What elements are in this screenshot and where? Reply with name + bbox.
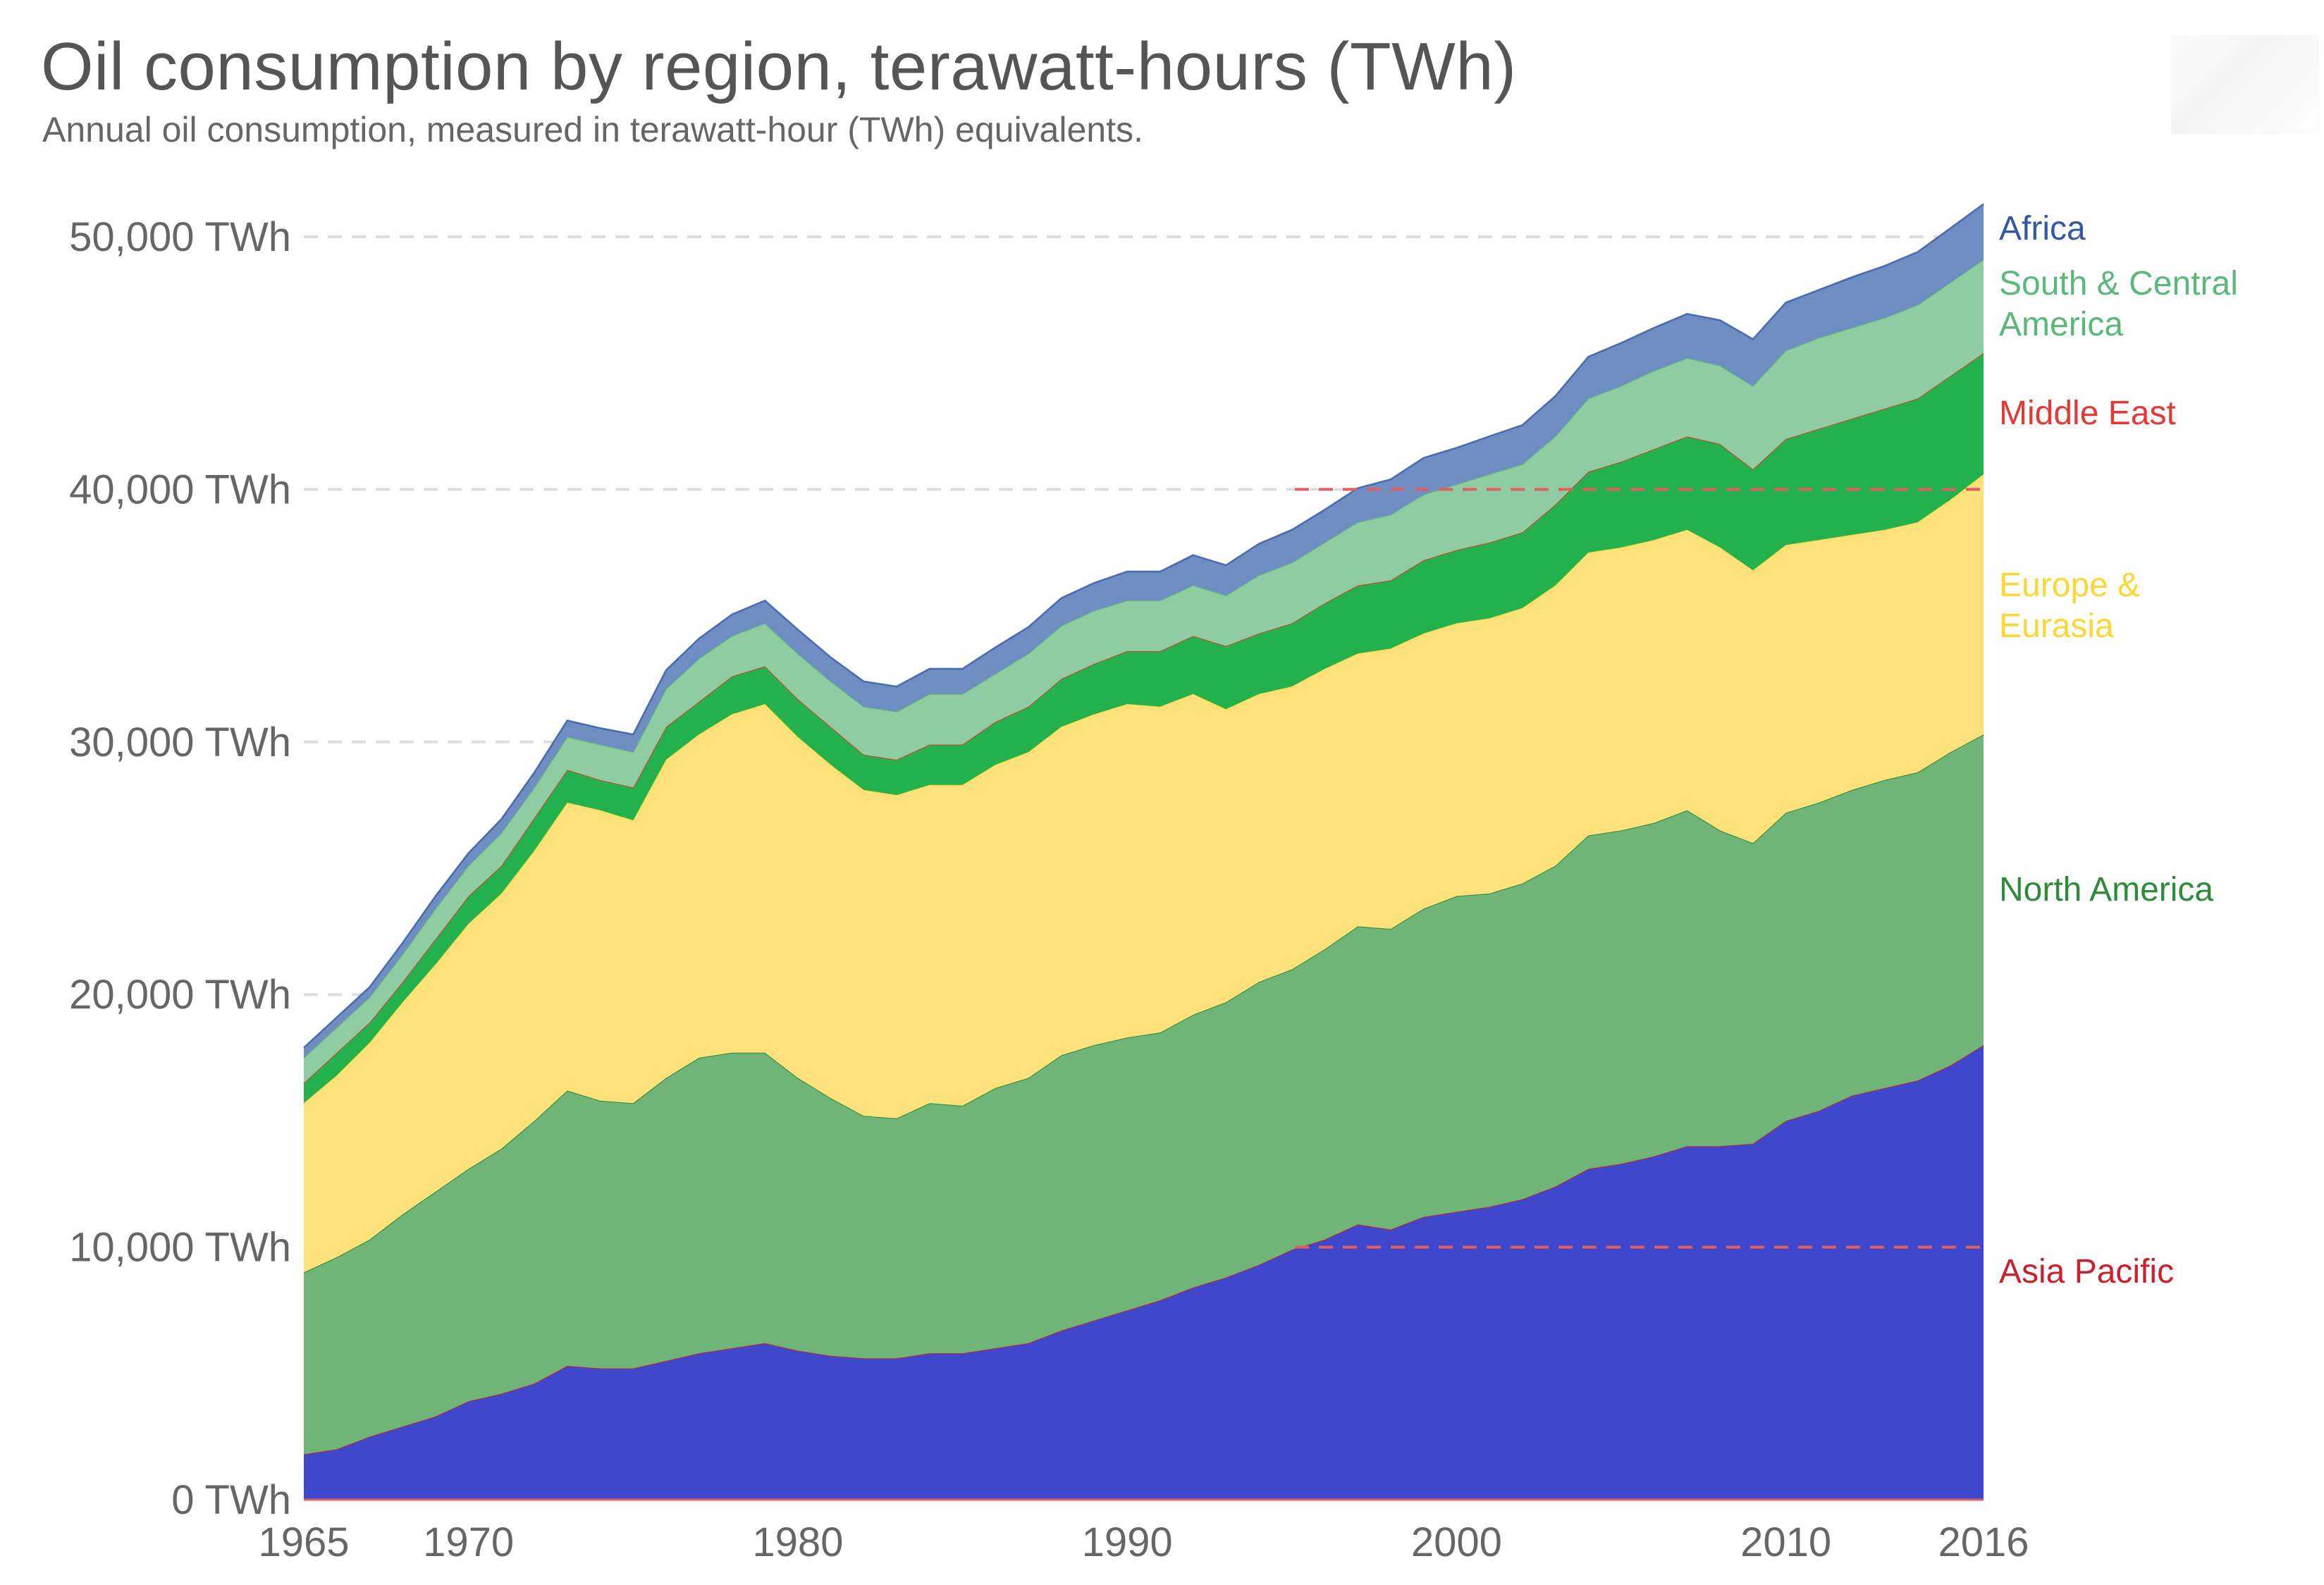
chart-title: Oil consumption by region, terawatt-hour… [41, 29, 1517, 104]
area-north-america [304, 734, 1984, 1455]
x-tick-label: 2000 [1411, 1519, 1502, 1565]
logo-watermark [2171, 35, 2319, 134]
y-tick-label: 50,000 TWh [69, 214, 291, 260]
area-edge-africa [303, 203, 1984, 1049]
x-tick-label: 2010 [1740, 1519, 1831, 1565]
series-areas [303, 203, 1984, 1501]
reference-lines [1294, 488, 1984, 1249]
x-tick-label: 1990 [1082, 1519, 1173, 1565]
area-middle-east [304, 352, 1984, 1104]
chart-subtitle: Annual oil consumption, measured in tera… [42, 110, 1143, 149]
label-europe-eurasia-line2: Eurasia [1999, 608, 2114, 645]
y-tick-label: 10,000 TWh [69, 1225, 291, 1271]
label-asia-pacific: Asia Pacific [1999, 1253, 2174, 1290]
x-tick-label: 1970 [423, 1519, 514, 1565]
label-africa: Africa [1999, 210, 2086, 247]
x-axis-ticks: 1965 1970 1980 1990 2000 2010 2016 [258, 1519, 2029, 1565]
series-labels: Africa South & Central America Middle Ea… [1999, 210, 2238, 1290]
y-tick-label: 20,000 TWh [69, 972, 291, 1018]
label-south-central-america-line1: South & Central [1999, 265, 2238, 302]
y-tick-label: 40,000 TWh [69, 467, 291, 512]
x-tick-label: 2016 [1938, 1519, 2029, 1565]
y-tick-label: 30,000 TWh [69, 720, 291, 765]
x-tick-label: 1965 [258, 1519, 349, 1565]
area-africa [304, 204, 1984, 1058]
y-axis-ticks: 0 TWh 10,000 TWh 20,000 TWh 30,000 TWh 40,00… [69, 214, 291, 1523]
x-tick-label: 1980 [752, 1519, 843, 1565]
label-north-america: North America [1999, 871, 2213, 908]
y-tick-label: 0 TWh [171, 1477, 291, 1523]
label-middle-east: Middle East [1999, 395, 2176, 432]
label-europe-eurasia-line1: Europe & [1999, 567, 2140, 604]
area-south-central-america [304, 259, 1984, 1083]
area-europe-eurasia [304, 474, 1984, 1273]
area-asia-pacific [304, 1044, 1984, 1500]
label-south-central-america-line2: America [1999, 306, 2123, 343]
